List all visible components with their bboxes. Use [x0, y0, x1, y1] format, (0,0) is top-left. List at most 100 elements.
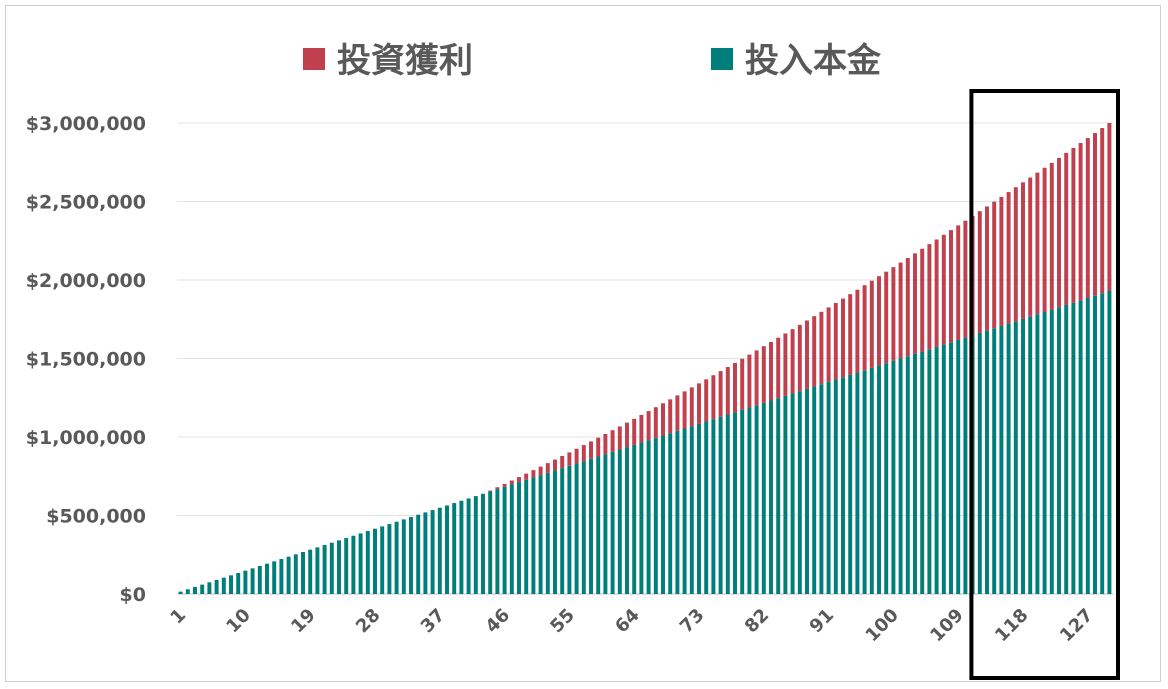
bar-principal: [668, 433, 673, 594]
y-tick-label: $2,500,000: [26, 192, 146, 214]
bar-principal: [1021, 318, 1025, 594]
bar-principal: [279, 559, 284, 594]
bar-gain: [941, 234, 946, 345]
x-tick-label: 100: [862, 605, 903, 646]
bar-gain: [819, 311, 824, 385]
chart-svg: $0 $500,000 $1,000,000 $1,500,000 $2,000,000…: [26, 41, 1121, 680]
bar-principal: [423, 512, 428, 594]
bar-gain: [1013, 187, 1018, 322]
bar-principal: [697, 423, 701, 594]
bar-gain: [848, 294, 853, 375]
bar-principal: [884, 363, 889, 594]
y-tick-label: $1,000,000: [26, 427, 146, 449]
y-tick-label: $500,000: [46, 506, 146, 528]
bar-principal: [1071, 302, 1076, 594]
bar-principal: [625, 447, 629, 594]
bar-principal: [178, 591, 183, 594]
bar-principal: [790, 393, 795, 594]
bar-principal: [747, 407, 752, 594]
bar-principal: [445, 505, 449, 594]
bar-principal: [733, 412, 737, 594]
bar-gain: [581, 445, 586, 462]
bar-principal: [1085, 297, 1090, 594]
bar-principal: [401, 519, 406, 594]
bar-principal: [365, 531, 370, 594]
bar-gain: [985, 206, 989, 331]
bar-gain: [761, 346, 766, 403]
bar-gain: [805, 320, 809, 389]
bar-gain: [1064, 152, 1069, 305]
bar-gain: [877, 276, 881, 366]
chart-frame: $0 $500,000 $1,000,000 $1,500,000 $2,000,000…: [5, 5, 1161, 682]
bar-principal: [236, 572, 241, 594]
bar-principal: [1064, 304, 1069, 594]
bar-principal: [610, 451, 615, 594]
y-tick-label: $0: [120, 584, 146, 606]
x-tick-label: 19: [287, 605, 320, 638]
bar-principal: [301, 552, 305, 594]
bar-principal: [351, 535, 356, 594]
legend-label: 投入本金: [745, 41, 882, 81]
x-tick-label: 1: [166, 605, 190, 629]
bar-gain: [1107, 123, 1112, 291]
bar-principal: [488, 491, 493, 594]
bar-principal: [430, 510, 435, 594]
bar-principal: [272, 561, 277, 594]
bar-gain: [675, 395, 680, 431]
x-tick-label: 109: [926, 605, 967, 646]
x-tick-label: 82: [741, 605, 774, 638]
bar-principal: [257, 566, 262, 594]
bar-principal: [344, 538, 349, 594]
bar-gain: [538, 466, 543, 476]
bar-principal: [682, 428, 687, 594]
bar-principal: [848, 374, 853, 594]
bar-gain: [992, 201, 997, 329]
bar-principal: [567, 465, 572, 594]
bar-gain: [1042, 167, 1047, 312]
bar-gain: [733, 362, 737, 413]
bar-principal: [308, 549, 313, 594]
bar-gain: [725, 367, 730, 415]
bar-principal: [416, 514, 421, 594]
bar-principal: [200, 584, 205, 594]
bar-principal: [877, 365, 881, 594]
bar-gain: [977, 211, 982, 333]
bar-principal: [977, 332, 982, 594]
bar-principal: [221, 577, 226, 594]
bar-principal: [1093, 295, 1097, 594]
bar-gain: [632, 418, 637, 445]
bar-gain: [646, 411, 651, 441]
bar-principal: [459, 500, 464, 594]
bar-principal: [905, 356, 910, 594]
bar-principal: [819, 384, 824, 594]
bar-principal: [596, 456, 601, 594]
bar-principal: [956, 339, 961, 594]
bar-principal: [495, 489, 500, 594]
bar-principal: [437, 507, 442, 594]
bar-gain: [747, 354, 752, 408]
bar-principal: [538, 475, 543, 594]
bar-gain: [841, 298, 845, 378]
bar-principal: [776, 398, 781, 594]
bar-principal: [941, 344, 946, 594]
bar-principal: [1057, 307, 1061, 594]
x-tick-label: 73: [676, 605, 709, 638]
bar-principal: [920, 351, 925, 594]
bar-gain: [905, 257, 910, 357]
bar-principal: [711, 419, 716, 594]
bar-gain: [682, 391, 687, 429]
bar-gain: [927, 244, 932, 350]
bar-gain: [531, 470, 536, 478]
bar-gain: [1057, 157, 1061, 308]
bar-gain: [653, 407, 658, 438]
bar-principal: [315, 547, 320, 594]
bar-gain: [1006, 192, 1011, 324]
bar-principal: [761, 402, 766, 594]
bar-gain: [495, 487, 500, 490]
bar-gain: [790, 329, 795, 394]
bar-principal: [639, 442, 644, 594]
bar-principal: [286, 556, 291, 594]
bar-principal: [898, 358, 903, 594]
legend-swatch: [711, 48, 733, 70]
bar-principal: [812, 386, 817, 594]
